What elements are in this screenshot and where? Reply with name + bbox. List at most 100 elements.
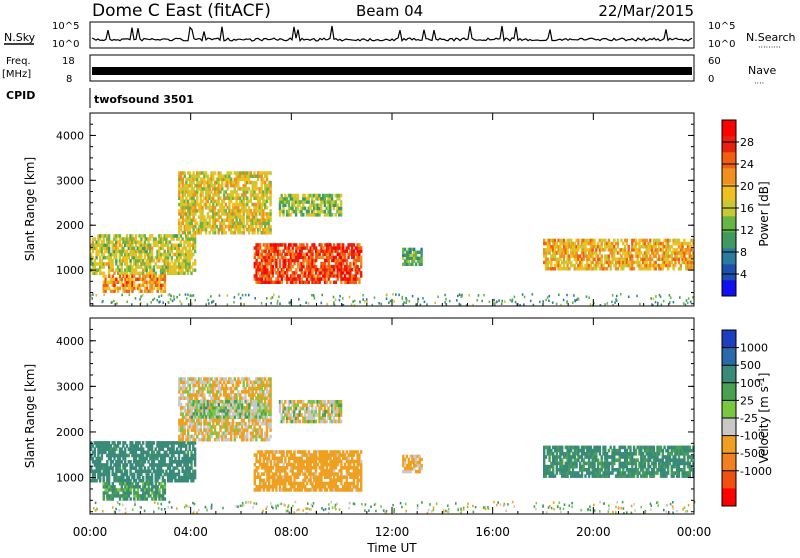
heatmap-cell bbox=[176, 265, 179, 269]
heatmap-cell bbox=[194, 224, 197, 229]
heatmap-cell bbox=[679, 267, 682, 271]
heatmap-cell bbox=[458, 293, 461, 296]
heatmap-cell bbox=[106, 234, 109, 238]
heatmap-cell bbox=[106, 453, 109, 458]
heatmap-cell bbox=[260, 472, 264, 476]
heatmap-cell bbox=[147, 472, 150, 477]
heatmap-cell bbox=[622, 260, 625, 265]
heatmap-cell bbox=[260, 271, 264, 275]
heatmap-cell bbox=[183, 183, 186, 188]
heatmap-cell bbox=[125, 252, 129, 257]
heatmap-cell bbox=[149, 246, 152, 251]
heatmap-cell bbox=[311, 243, 314, 247]
heatmap-cell bbox=[268, 472, 271, 476]
heatmap-cell bbox=[553, 263, 557, 268]
heatmap-cell bbox=[604, 245, 607, 249]
heatmap-cell bbox=[233, 396, 236, 400]
heatmap-cell bbox=[289, 280, 293, 284]
velocity-heatmap bbox=[90, 377, 696, 515]
heatmap-cell bbox=[266, 258, 269, 263]
heatmap-cell bbox=[159, 237, 163, 241]
heatmap-cell bbox=[244, 390, 247, 394]
heatmap-cell bbox=[679, 254, 682, 258]
heatmap-cell bbox=[251, 421, 254, 426]
y-tick-label: 2000 bbox=[56, 219, 84, 232]
heatmap-cell bbox=[240, 177, 244, 182]
heatmap-cell bbox=[264, 453, 267, 457]
heatmap-cell bbox=[336, 206, 339, 211]
heatmap-cell bbox=[165, 265, 168, 269]
heatmap-cell bbox=[97, 453, 100, 458]
heatmap-cell bbox=[262, 472, 265, 476]
heatmap-cell bbox=[129, 265, 132, 269]
heatmap-cell bbox=[91, 444, 95, 448]
heatmap-cell bbox=[142, 463, 145, 467]
heatmap-cell bbox=[192, 268, 195, 272]
heatmap-cell bbox=[185, 469, 188, 474]
heatmap-cell bbox=[294, 200, 298, 204]
heatmap-cell bbox=[339, 206, 343, 211]
heatmap-cell bbox=[126, 280, 129, 284]
heatmap-cell bbox=[172, 450, 175, 455]
heatmap-cell bbox=[411, 247, 414, 252]
heatmap-cell bbox=[264, 462, 267, 467]
heatmap-cell bbox=[652, 245, 656, 249]
heatmap-cell bbox=[187, 209, 190, 213]
heatmap-cell bbox=[165, 268, 168, 272]
heatmap-cell bbox=[457, 294, 459, 298]
heatmap-cell bbox=[244, 209, 247, 213]
heatmap-cell bbox=[559, 245, 562, 249]
heatmap-cell bbox=[228, 180, 231, 185]
heatmap-cell bbox=[251, 415, 255, 419]
heatmap-cell bbox=[269, 193, 272, 197]
heatmap-cell bbox=[206, 193, 210, 197]
heatmap-cell bbox=[156, 466, 159, 470]
heatmap-cell bbox=[255, 428, 258, 432]
heatmap-cell bbox=[231, 202, 235, 207]
heatmap-cell bbox=[206, 224, 210, 229]
heatmap-cell bbox=[179, 478, 182, 483]
heatmap-cell bbox=[393, 300, 395, 303]
heatmap-cell bbox=[100, 252, 104, 257]
heatmap-cell bbox=[230, 393, 233, 397]
heatmap-cell bbox=[171, 299, 174, 303]
heatmap-cell bbox=[253, 434, 256, 439]
heatmap-cell bbox=[138, 277, 141, 281]
heatmap-cell bbox=[322, 249, 325, 253]
heatmap-cell bbox=[314, 268, 318, 272]
heatmap-cell bbox=[672, 241, 675, 246]
heatmap-cell bbox=[493, 302, 496, 305]
heatmap-cell bbox=[548, 267, 551, 271]
heatmap-cell bbox=[124, 249, 127, 254]
heatmap-cell bbox=[212, 193, 215, 197]
heatmap-cell bbox=[235, 403, 238, 407]
heatmap-cell bbox=[674, 263, 677, 268]
heatmap-cell bbox=[208, 390, 211, 394]
heatmap-cell bbox=[672, 267, 675, 271]
heatmap-cell bbox=[256, 396, 260, 400]
heatmap-cell bbox=[260, 390, 263, 394]
heatmap-cell bbox=[97, 243, 100, 247]
heatmap-cell bbox=[336, 264, 339, 269]
heatmap-cell bbox=[325, 249, 329, 253]
heatmap-cell bbox=[99, 246, 102, 251]
heatmap-cell bbox=[277, 246, 280, 250]
heatmap-cell bbox=[102, 463, 105, 467]
heatmap-cell bbox=[264, 261, 267, 266]
heatmap-cell bbox=[120, 246, 123, 251]
heatmap-cell bbox=[266, 243, 269, 247]
heatmap-cell bbox=[133, 274, 136, 278]
heatmap-cell bbox=[138, 475, 141, 480]
heatmap-cell bbox=[303, 200, 307, 204]
heatmap-cell bbox=[654, 241, 657, 246]
heatmap-cell bbox=[190, 396, 193, 400]
heatmap-cell bbox=[622, 257, 625, 261]
heatmap-cell bbox=[307, 197, 310, 201]
heatmap-cell bbox=[127, 478, 130, 483]
heatmap-cell bbox=[235, 209, 238, 213]
heatmap-cell bbox=[259, 456, 262, 461]
heatmap-cell bbox=[311, 209, 314, 214]
heatmap-cell bbox=[193, 268, 197, 272]
heatmap-cell bbox=[190, 441, 193, 445]
heatmap-cell bbox=[614, 267, 618, 271]
